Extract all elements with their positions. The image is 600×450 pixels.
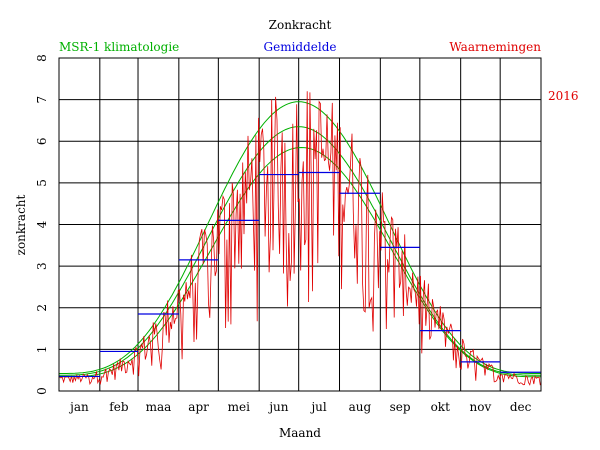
- observations-series: [59, 91, 541, 386]
- y-tick-labels: 0 1 2 3 4 5 6 7 8: [35, 54, 49, 395]
- month-labels: jan feb maa apr mei jun jul aug sep okt nov dec: [68, 400, 532, 414]
- climatology-curve: [59, 101, 541, 374]
- y-tick-label: 7: [35, 96, 49, 104]
- y-tick-label: 1: [35, 346, 49, 354]
- legend-climatology: MSR-1 klimatologie: [59, 40, 179, 54]
- climatology-curves: [59, 101, 541, 378]
- plot-frame: [58, 57, 542, 392]
- climatology-curve: [59, 146, 541, 378]
- chart-title: Zonkracht: [269, 18, 332, 32]
- x-axis-label: Maand: [279, 426, 321, 440]
- y-tick-label: 8: [35, 54, 49, 62]
- month-label: okt: [431, 400, 450, 414]
- month-label: sep: [390, 400, 411, 414]
- legend-average: Gemiddelde: [264, 40, 337, 54]
- grid: [59, 58, 541, 391]
- month-label: maa: [146, 400, 172, 414]
- month-label: aug: [349, 400, 372, 414]
- legend-observations: Waarnemingen: [449, 40, 541, 54]
- observations-line: [59, 91, 541, 386]
- month-label: jul: [309, 400, 326, 414]
- y-axis-label: zonkracht: [14, 194, 28, 255]
- y-tick-label: 5: [35, 179, 49, 187]
- month-label: feb: [109, 400, 129, 414]
- y-tick-label: 2: [35, 304, 49, 312]
- climatology-curve: [59, 126, 541, 376]
- month-label: nov: [470, 400, 492, 414]
- y-tick-label: 6: [35, 137, 49, 145]
- month-label: jan: [68, 400, 89, 414]
- month-label: apr: [188, 400, 209, 414]
- month-label: jun: [267, 400, 288, 414]
- y-tick-label: 3: [35, 262, 49, 270]
- y-tick-label: 0: [35, 387, 49, 395]
- month-label: dec: [510, 400, 532, 414]
- month-label: mei: [228, 400, 250, 414]
- monthly-averages: [59, 171, 541, 378]
- y-tick-label: 4: [35, 220, 49, 228]
- year-label: 2016: [548, 89, 579, 103]
